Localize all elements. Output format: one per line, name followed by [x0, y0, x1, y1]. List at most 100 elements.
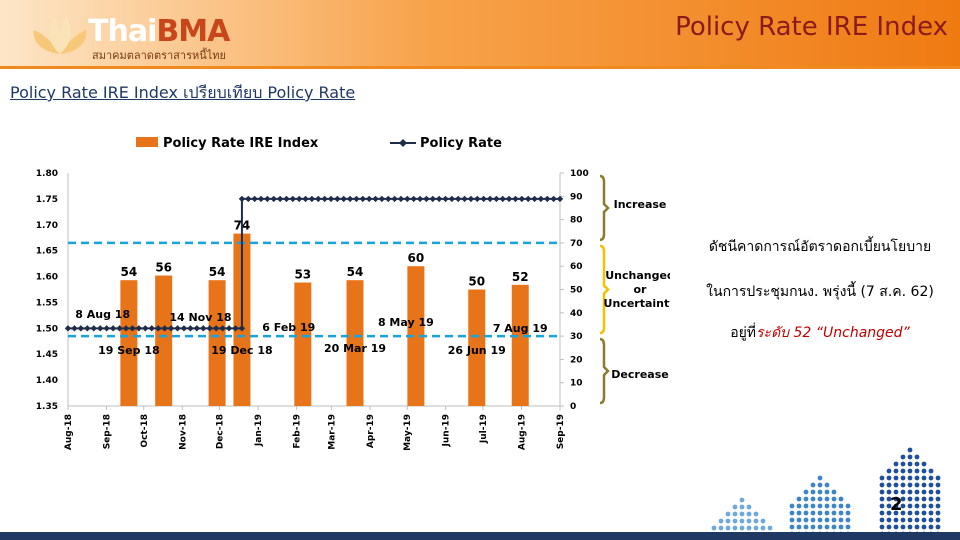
forecast-text-line3: อยู่ที่ระดับ 52 “Unchanged” — [670, 322, 960, 344]
decor-dot — [817, 475, 823, 481]
decor-dot — [907, 524, 913, 530]
decor-dot — [907, 496, 913, 502]
decor-dot — [817, 496, 823, 502]
bar-value-label: 53 — [294, 268, 311, 282]
decor-dot — [817, 510, 823, 516]
policy-rate-marker — [346, 195, 354, 203]
policy-rate-marker — [321, 195, 328, 203]
decor-dot — [711, 525, 717, 531]
meeting-date-label: 19 Dec 18 — [211, 344, 272, 357]
decor-dot — [746, 511, 752, 517]
x-axis-tick-label: May-19 — [403, 414, 413, 451]
policy-rate-marker — [537, 195, 545, 203]
decor-dot — [789, 510, 795, 516]
decor-dot — [921, 503, 927, 509]
policy-rate-marker — [289, 195, 297, 203]
decor-dot — [831, 503, 837, 509]
decor-dot — [789, 524, 795, 530]
decor-dot — [900, 461, 906, 467]
policy-rate-marker — [245, 195, 252, 203]
decor-dot — [810, 510, 816, 516]
left-axis-tick-label: 1.75 — [36, 195, 58, 205]
bar-2018-11-29 — [208, 280, 226, 406]
page-number: 2 — [890, 494, 903, 515]
policy-rate-marker — [512, 195, 519, 203]
policy-rate-marker — [435, 195, 443, 203]
decor-dot — [753, 511, 759, 517]
decor-dot — [893, 482, 899, 488]
left-axis-tick-label: 1.65 — [36, 247, 58, 257]
decor-dot — [789, 517, 795, 523]
decor-dot — [845, 524, 851, 530]
decor-dot — [725, 525, 731, 531]
meeting-date-label: 19 Sep 18 — [98, 344, 160, 357]
decor-dot — [879, 517, 885, 523]
policy-rate-marker — [410, 195, 417, 203]
bar-2019-02-06 — [294, 282, 312, 406]
bar-value-label: 56 — [155, 261, 172, 275]
right-axis-tick-label: 20 — [570, 355, 583, 365]
decor-dot — [935, 482, 941, 488]
policy-rate-marker — [372, 195, 379, 203]
decor-dot — [824, 517, 830, 523]
right-axis-tick-label: 50 — [570, 286, 583, 296]
decor-dot — [746, 518, 752, 524]
policy-rate-marker — [378, 195, 386, 203]
decor-dot — [907, 454, 913, 460]
decor-dot — [810, 524, 816, 530]
decor-dot — [900, 510, 906, 516]
policy-rate-marker — [518, 195, 526, 203]
policy-rate-marker — [276, 195, 284, 203]
x-axis-tick-label: Aug-18 — [64, 414, 74, 450]
policy-rate-marker — [295, 195, 303, 203]
decor-dot — [725, 511, 731, 517]
decor-dot — [928, 524, 934, 530]
dotted-arrows-graphic — [711, 447, 941, 538]
decor-dot — [796, 503, 802, 509]
decor-dot — [914, 482, 920, 488]
policy-rate-marker — [429, 195, 436, 203]
decor-dot — [900, 475, 906, 481]
decor-dot — [928, 503, 934, 509]
decor-dot — [803, 510, 809, 516]
policy-rate-marker — [77, 325, 85, 332]
policy-rate-marker — [327, 195, 335, 203]
decor-dot — [893, 489, 899, 495]
policy-rate-marker — [461, 195, 468, 203]
decor-dot — [824, 524, 830, 530]
x-axis-tick-label: Sep-19 — [556, 414, 566, 449]
decor-dot — [914, 461, 920, 467]
decor-dot — [886, 496, 892, 502]
policy-rate-marker — [193, 325, 201, 332]
decor-dot — [824, 510, 830, 516]
decor-dot — [767, 525, 773, 531]
decor-dot — [907, 489, 913, 495]
policy-rate-marker — [135, 325, 143, 332]
right-axis-tick-label: 100 — [570, 169, 589, 179]
x-axis-tick-label: Jul-19 — [479, 414, 489, 444]
policy-rate-marker — [505, 195, 513, 203]
policy-rate-marker — [174, 325, 181, 332]
left-axis-tick-label: 1.35 — [36, 402, 58, 412]
policy-rate-marker — [359, 195, 367, 203]
page-title: Policy Rate IRE Index — [675, 12, 948, 42]
policy-rate-marker — [404, 195, 411, 203]
policy-rate-marker — [397, 195, 405, 203]
right-axis-tick-label: 90 — [570, 192, 583, 202]
x-axis-tick-label: Apr-19 — [366, 414, 376, 448]
policy-rate-marker — [315, 195, 322, 203]
policy-rate-marker — [109, 325, 117, 332]
slide-subtitle: Policy Rate IRE Index เปรียบเทียบ Policy… — [10, 83, 356, 102]
decor-dot — [845, 503, 851, 509]
policy-rate-marker — [391, 195, 398, 203]
policy-rate-marker — [544, 195, 551, 203]
decor-dot — [921, 517, 927, 523]
left-axis-tick-label: 1.55 — [36, 298, 58, 308]
decor-dot — [879, 475, 885, 481]
decor-dot — [935, 475, 941, 481]
decor-dot — [900, 468, 906, 474]
decor-dot — [935, 489, 941, 495]
decor-dot — [746, 504, 752, 510]
band-bracket-2 — [599, 337, 610, 405]
right-axis-tick-label: 30 — [570, 332, 583, 342]
